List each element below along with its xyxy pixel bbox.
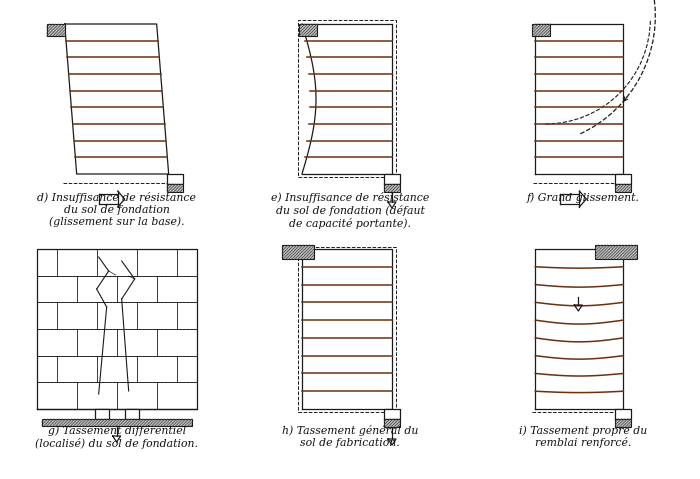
Bar — [47, 24, 64, 36]
Polygon shape — [536, 24, 623, 174]
Polygon shape — [615, 409, 631, 419]
Bar — [167, 184, 183, 192]
Bar — [615, 184, 631, 192]
Text: f) Grand glissement.: f) Grand glissement. — [527, 192, 640, 203]
Bar — [595, 245, 637, 259]
Polygon shape — [615, 174, 631, 184]
Polygon shape — [302, 249, 392, 409]
Polygon shape — [125, 409, 139, 419]
Bar — [532, 24, 550, 36]
Polygon shape — [384, 409, 400, 419]
Bar — [384, 419, 400, 427]
Bar — [42, 419, 192, 426]
Polygon shape — [302, 24, 392, 174]
Polygon shape — [384, 174, 400, 184]
Text: i) Tassement propre du
remblai renforcé.: i) Tassement propre du remblai renforcé. — [519, 425, 648, 448]
Polygon shape — [94, 409, 108, 419]
Bar — [384, 184, 400, 192]
Bar — [282, 245, 314, 259]
Bar — [615, 419, 631, 427]
Polygon shape — [536, 249, 623, 409]
Text: g) Tassement différentiel
(localisé) du sol de fondation.: g) Tassement différentiel (localisé) du … — [35, 425, 198, 449]
Polygon shape — [64, 24, 169, 174]
Text: e) Insuffisance de résistance
du sol de fondation (défaut
de capacité portante).: e) Insuffisance de résistance du sol de … — [271, 192, 429, 228]
Text: d) Insuffisance de résistance
du sol de fondation
(glissement sur la base).: d) Insuffisance de résistance du sol de … — [37, 192, 196, 227]
Polygon shape — [167, 174, 183, 184]
Text: h) Tassement général du
sol de fabrication.: h) Tassement général du sol de fabricati… — [282, 425, 418, 447]
Bar — [299, 24, 317, 36]
